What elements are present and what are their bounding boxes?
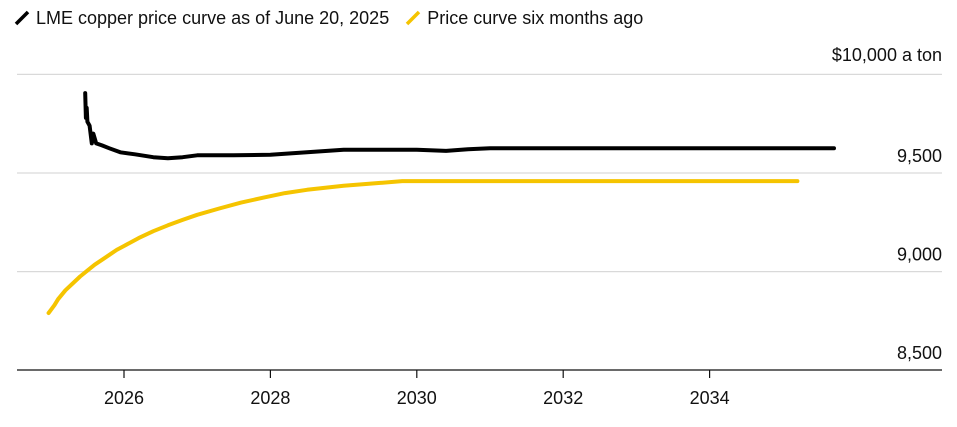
x-tick-label: 2032 xyxy=(543,388,583,408)
y-axis-unit-label: $10,000 a ton xyxy=(832,45,942,65)
legend-item-current-curve: LME copper price curve as of June 20, 20… xyxy=(14,8,389,29)
legend-swatch-yellow-slash-icon xyxy=(405,10,421,26)
x-tick-label: 2030 xyxy=(397,388,437,408)
x-tick-label: 2034 xyxy=(690,388,730,408)
x-tick-label: 2028 xyxy=(250,388,290,408)
series-line-current-curve xyxy=(83,91,836,161)
x-ticks: 2026 2028 2030 2032 2034 xyxy=(104,370,730,408)
legend-swatch-black-slash-icon xyxy=(14,10,30,26)
legend-label-current-curve: LME copper price curve as of June 20, 20… xyxy=(36,7,390,28)
y-tick-label: 9,000 xyxy=(897,245,942,265)
gridlines xyxy=(17,73,942,273)
series-line-six-months-ago xyxy=(46,179,800,315)
legend-swatch-line xyxy=(14,10,30,26)
legend-item-six-months-ago: Price curve six months ago xyxy=(405,8,643,29)
x-tick-label: 2026 xyxy=(104,388,144,408)
series-layer xyxy=(46,91,836,315)
y-ticks: 9,500 9,000 8,500 xyxy=(897,146,942,363)
legend-swatch-line xyxy=(405,10,421,26)
y-tick-label: 9,500 xyxy=(897,146,942,166)
legend-label-six-months-ago: Price curve six months ago xyxy=(427,7,644,28)
legend: LME copper price curve as of June 20, 20… xyxy=(14,6,659,30)
y-tick-label: 8,500 xyxy=(897,343,942,363)
